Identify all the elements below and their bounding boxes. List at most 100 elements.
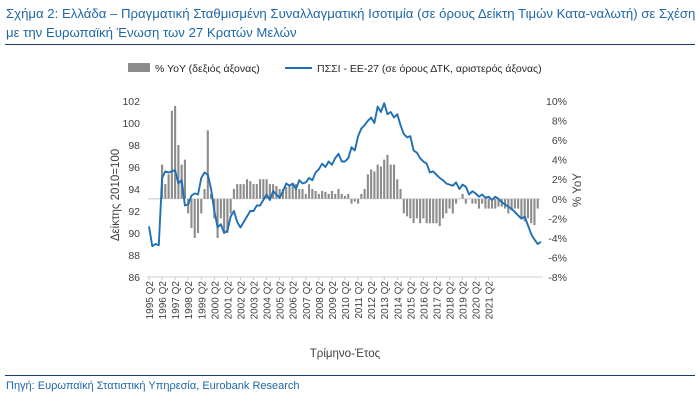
yoy-bar: [301, 189, 304, 199]
left-tick-label: 100: [122, 118, 140, 130]
yoy-bar: [520, 198, 523, 219]
yoy-bar: [448, 198, 451, 209]
yoy-bar: [373, 171, 376, 199]
yoy-bar: [517, 198, 520, 209]
left-tick-label: 88: [128, 250, 140, 262]
yoy-bar: [510, 198, 513, 211]
x-tick-label: 2007 Q2: [302, 281, 313, 320]
x-tick-label: 2012 Q2: [367, 281, 378, 320]
yoy-bar: [396, 179, 399, 199]
left-tick-label: 90: [128, 228, 140, 240]
yoy-bar: [366, 174, 369, 199]
x-tick-label: 2017 Q2: [433, 281, 444, 320]
x-axis-label: Τρίμηνο-Έτος: [310, 348, 381, 360]
yoy-bar: [343, 195, 347, 199]
yoy-bar: [464, 198, 467, 204]
yoy-bar: [526, 198, 529, 219]
yoy-bar: [196, 198, 200, 233]
right-tick-label: -4%: [548, 233, 567, 245]
yoy-bar: [259, 179, 262, 199]
yoy-bar: [445, 198, 448, 214]
x-tick-label: 2014 Q2: [393, 281, 404, 320]
source-note: Πηγή: Ευρωπαϊκή Στατιστική Υπηρεσία, Eur…: [6, 380, 300, 392]
yoy-bar: [357, 198, 360, 204]
reer-line: [148, 102, 542, 248]
figure-title: Σχήμα 2: Ελλάδα – Πραγματική Σταθμισμένη…: [6, 6, 696, 40]
yoy-bar: [285, 187, 288, 199]
yoy-bar: [370, 169, 373, 199]
yoy-bar: [164, 184, 167, 199]
legend-line-label: ΠΣΣΙ - ΕΕ-27 (σε όρους ΔΤΚ, αριστερός άξ…: [317, 63, 542, 75]
yoy-bar: [399, 189, 402, 199]
yoy-bar: [304, 193, 307, 199]
x-tick-label: 1998 Q2: [184, 281, 195, 320]
yoy-bar: [232, 189, 235, 199]
yoy-bar: [513, 198, 516, 209]
yoy-bar: [337, 189, 340, 199]
yoy-bar: [324, 191, 327, 199]
yoy-bar: [477, 198, 480, 209]
yoy-bar: [219, 198, 222, 219]
yoy-bar: [363, 189, 366, 199]
left-tick-label: 92: [128, 206, 140, 218]
right-tick-label: -8%: [548, 272, 567, 284]
yoy-bar: [415, 198, 418, 219]
yoy-bar: [409, 198, 412, 219]
x-tick-label: 2020 Q2: [472, 281, 483, 320]
x-tick-label: 2000 Q2: [210, 281, 221, 320]
left-axis: 86 88 90 92 94 96 98 100 102: [122, 96, 140, 284]
yoy-bar: [497, 198, 500, 207]
yoy-bar: [471, 198, 474, 204]
yoy-bar: [461, 193, 464, 199]
yoy-bar: [334, 193, 337, 199]
yoy-bar: [278, 189, 281, 199]
yoy-bar: [330, 190, 333, 199]
yoy-bar: [183, 159, 186, 199]
yoy-bar: [308, 184, 311, 199]
left-tick-label: 94: [128, 184, 140, 196]
x-tick-label: 2002 Q2: [237, 281, 248, 320]
x-tick-label: 2006 Q2: [289, 281, 300, 320]
yoy-bar: [167, 174, 170, 199]
right-tick-label: 8%: [552, 116, 567, 128]
yoy-bar: [340, 193, 343, 199]
yoy-bar: [425, 198, 428, 224]
x-tick-label: 2010 Q2: [341, 281, 352, 320]
yoy-bar: [530, 198, 533, 224]
yoy-bar: [392, 164, 396, 199]
yoy-bar: [412, 198, 415, 224]
yoy-bar: [360, 193, 363, 199]
yoy-bar: [383, 159, 386, 199]
yoy-bar: [193, 198, 196, 238]
x-tick-label: 1996 Q2: [158, 281, 169, 320]
x-tick-label: 2021 Q2: [485, 281, 496, 320]
yoy-bar: [190, 198, 193, 229]
yoy-bar: [223, 198, 226, 233]
left-axis-label: Δείκτης 2010=100: [110, 149, 122, 241]
yoy-bar: [402, 198, 405, 214]
legend-bars-swatch: [128, 63, 150, 72]
yoy-bar: [474, 198, 477, 204]
x-tick-label: 2018 Q2: [446, 281, 457, 320]
right-axis-label: % YoY: [572, 173, 584, 207]
yoy-bar: [268, 184, 271, 199]
right-axis: -8% -6% -4% -2% 0% 2% 4% 6% 8% 10%: [546, 96, 567, 284]
x-tick-label: 2013 Q2: [380, 281, 391, 320]
yoy-bar: [350, 198, 353, 204]
yoy-bar: [226, 198, 229, 233]
yoy-bar: [229, 198, 232, 214]
yoy-bar: [419, 198, 422, 224]
yoy-bar: [311, 189, 314, 199]
chart: % YoY (δεξιός άξονας) ΠΣΣΙ - ΕΕ-27 (σε ό…: [110, 63, 584, 360]
yoy-bar: [170, 110, 173, 199]
yoy-bar: [481, 198, 484, 204]
yoy-bar: [536, 198, 539, 209]
x-tick-label: 2001 Q2: [223, 281, 234, 320]
yoy-bar: [242, 184, 245, 199]
yoy-bar: [174, 105, 177, 199]
x-tick-label: 2008 Q2: [315, 281, 326, 320]
left-tick-label: 102: [122, 96, 140, 108]
yoy-bar: [435, 198, 438, 224]
yoy-bar: [487, 198, 490, 209]
x-tick-label: 2011 Q2: [354, 281, 365, 319]
